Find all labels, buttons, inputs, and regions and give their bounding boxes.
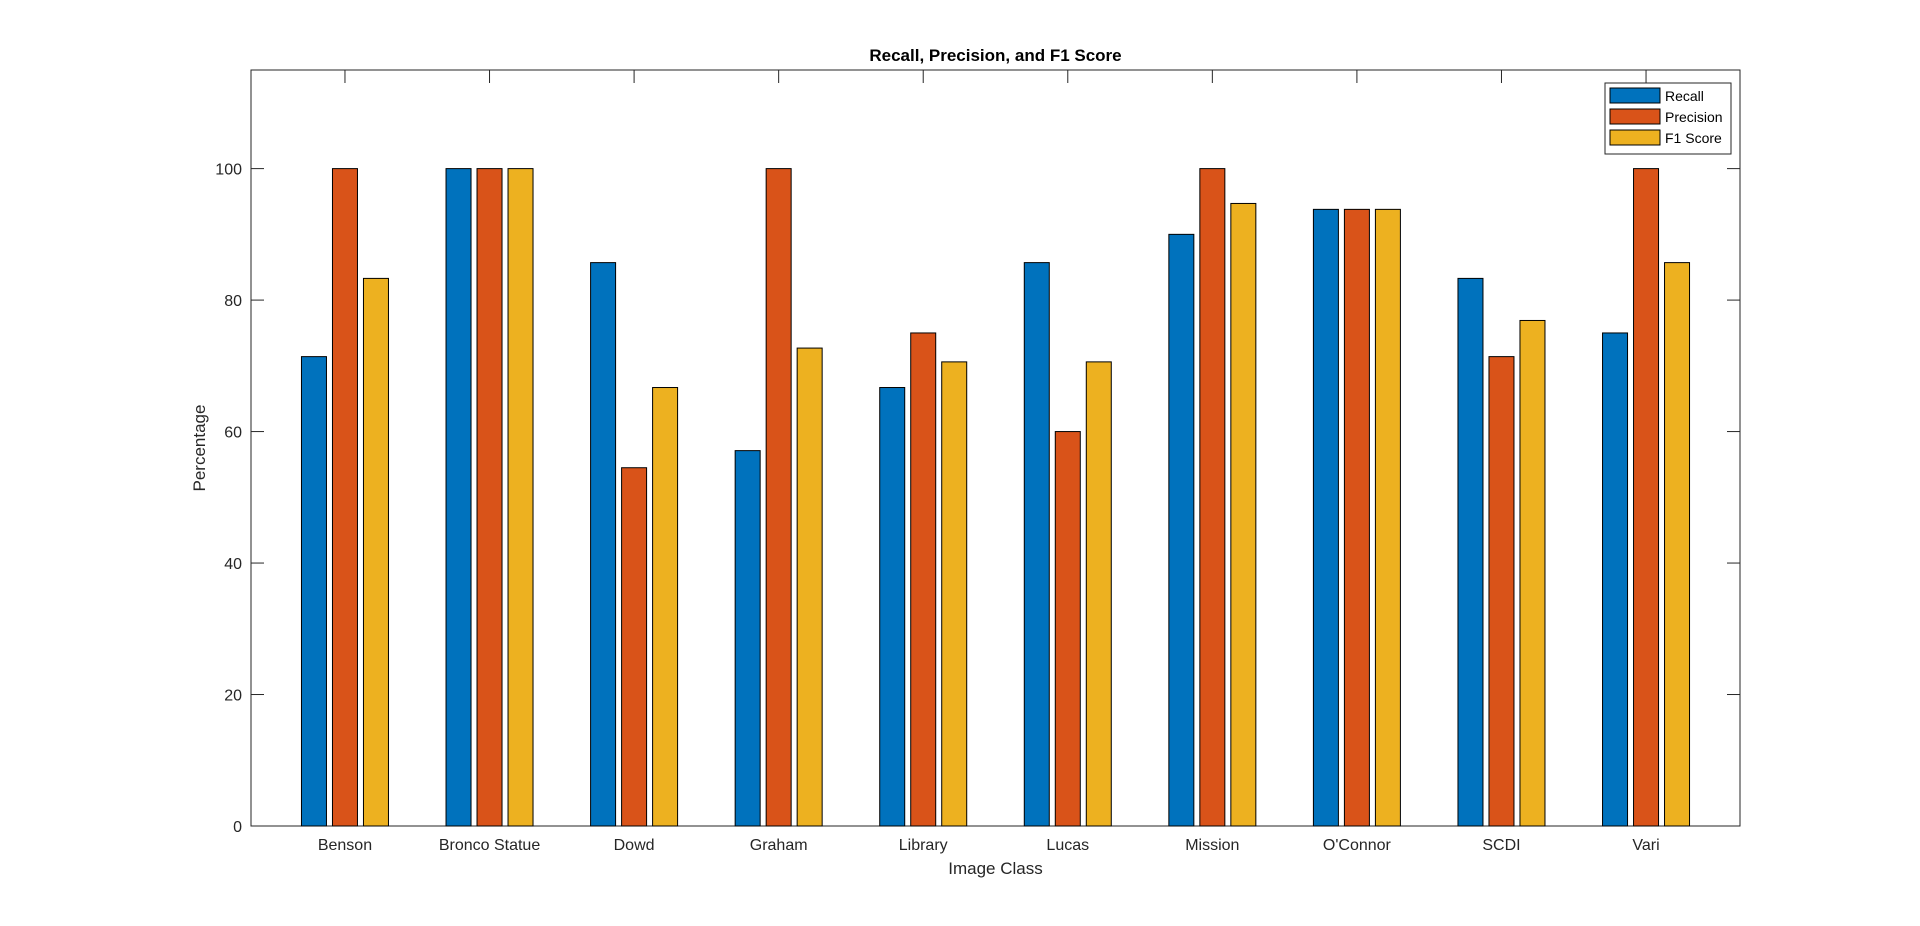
chart-title: Recall, Precision, and F1 Score: [869, 46, 1121, 65]
bar-recall: [445, 168, 472, 827]
legend-swatch: [1609, 108, 1661, 125]
bar-f1-score: [1519, 319, 1546, 827]
bar-f1-score: [652, 387, 679, 827]
legend: Recall Precision F1 Score: [1604, 82, 1732, 155]
legend-label: Precision: [1665, 109, 1723, 125]
x-tick-label: Graham: [750, 837, 808, 854]
x-tick-label: Mission: [1185, 837, 1239, 854]
legend-label: F1 Score: [1665, 130, 1722, 146]
bar-recall: [1168, 233, 1195, 827]
x-tick-label: Dowd: [614, 837, 655, 854]
bar-precision: [621, 467, 648, 827]
bar-f1-score: [1085, 361, 1112, 827]
bar-precision: [1199, 168, 1226, 827]
x-tick-label: O'Connor: [1323, 837, 1392, 854]
y-tick-label: 20: [224, 688, 242, 705]
y-tick-label: 80: [224, 293, 242, 310]
y-axis-label: Percentage: [190, 405, 209, 492]
plot-box: [250, 69, 1741, 827]
bar-f1-score: [362, 277, 389, 827]
bar-precision: [910, 332, 937, 827]
bar-recall: [1457, 277, 1484, 827]
bar-recall: [879, 387, 906, 827]
bar-recall: [300, 356, 327, 827]
bar-precision: [1054, 431, 1081, 827]
legend-label: Recall: [1665, 88, 1704, 104]
bar-recall: [1312, 208, 1339, 827]
bar-f1-score: [507, 168, 534, 827]
bar-f1-score: [796, 347, 823, 827]
bar-recall: [734, 450, 761, 827]
y-tick-label: 40: [224, 556, 242, 573]
bar-recall: [590, 262, 617, 827]
y-tick-label: 100: [215, 162, 242, 179]
x-axis-label: Image Class: [948, 859, 1042, 878]
x-tick-label: Vari: [1632, 837, 1659, 854]
bar-recall: [1602, 332, 1629, 827]
y-tick-label: 0: [233, 819, 242, 836]
x-tick-label: Lucas: [1046, 837, 1089, 854]
x-tick-label: Benson: [318, 837, 372, 854]
legend-swatch: [1609, 87, 1661, 104]
bar-f1-score: [1664, 262, 1691, 827]
plot-area: 0 20 40 60 80 100 Benson Bronco Statue Dowd Graha…: [215, 69, 1741, 854]
bar-precision: [476, 168, 503, 827]
bar-f1-score: [1230, 202, 1257, 827]
bar-f1-score: [941, 361, 968, 827]
x-tick-label: Bronco Statue: [439, 837, 541, 854]
bar-precision: [1488, 356, 1515, 827]
legend-swatch: [1609, 129, 1661, 146]
bar-precision: [1343, 208, 1370, 827]
bar-precision: [331, 168, 358, 827]
bar-recall: [1023, 262, 1050, 827]
x-tick-label: Library: [899, 837, 948, 854]
bar-precision: [1633, 168, 1660, 827]
bar-f1-score: [1374, 208, 1401, 827]
x-tick-label: SCDI: [1482, 837, 1520, 854]
y-tick-label: 60: [224, 425, 242, 442]
bar-precision: [765, 168, 792, 827]
